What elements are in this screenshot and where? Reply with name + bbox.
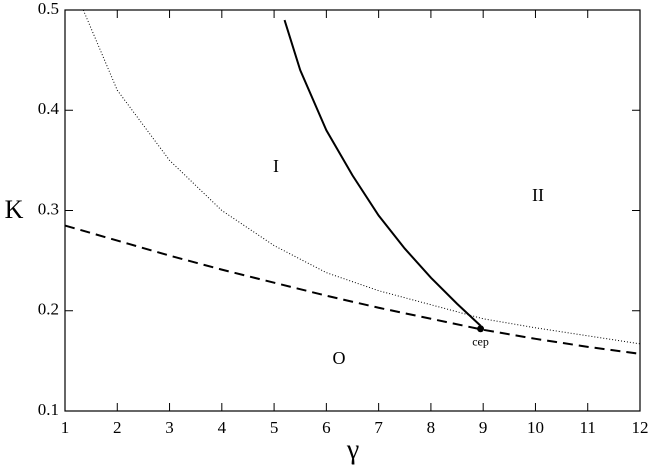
- critical-point: [477, 325, 485, 333]
- x-tick-label: 8: [427, 418, 436, 437]
- x-tick-label: 12: [632, 418, 649, 437]
- curve: [283, 19, 482, 327]
- x-tick-label: 6: [322, 418, 331, 437]
- x-tick-label: 11: [580, 418, 596, 437]
- point-label: cep: [472, 335, 489, 349]
- y-tick-label: 0.5: [38, 0, 59, 18]
- x-tick-label: 5: [270, 418, 279, 437]
- region-label: O: [333, 348, 346, 368]
- x-tick-label: 3: [165, 418, 174, 437]
- x-tick-label: 1: [61, 418, 70, 437]
- y-tick-label: 0.4: [38, 99, 60, 118]
- x-axis-label: γ: [346, 434, 359, 465]
- x-tick-label: 2: [113, 418, 122, 437]
- y-tick-label: 0.3: [38, 199, 59, 218]
- y-tick-label: 0.1: [38, 400, 59, 419]
- y-axis-label: K: [5, 195, 24, 224]
- curve: [82, 9, 641, 345]
- region-label: II: [532, 185, 544, 205]
- x-tick-label: 4: [218, 418, 227, 437]
- y-tick-label: 0.2: [38, 300, 59, 319]
- x-tick-label: 10: [527, 418, 544, 437]
- plot-frame: [64, 9, 641, 412]
- x-tick-label: 7: [374, 418, 383, 437]
- region-label: I: [273, 156, 279, 176]
- x-tick-label: 9: [479, 418, 488, 437]
- curve: [64, 224, 641, 355]
